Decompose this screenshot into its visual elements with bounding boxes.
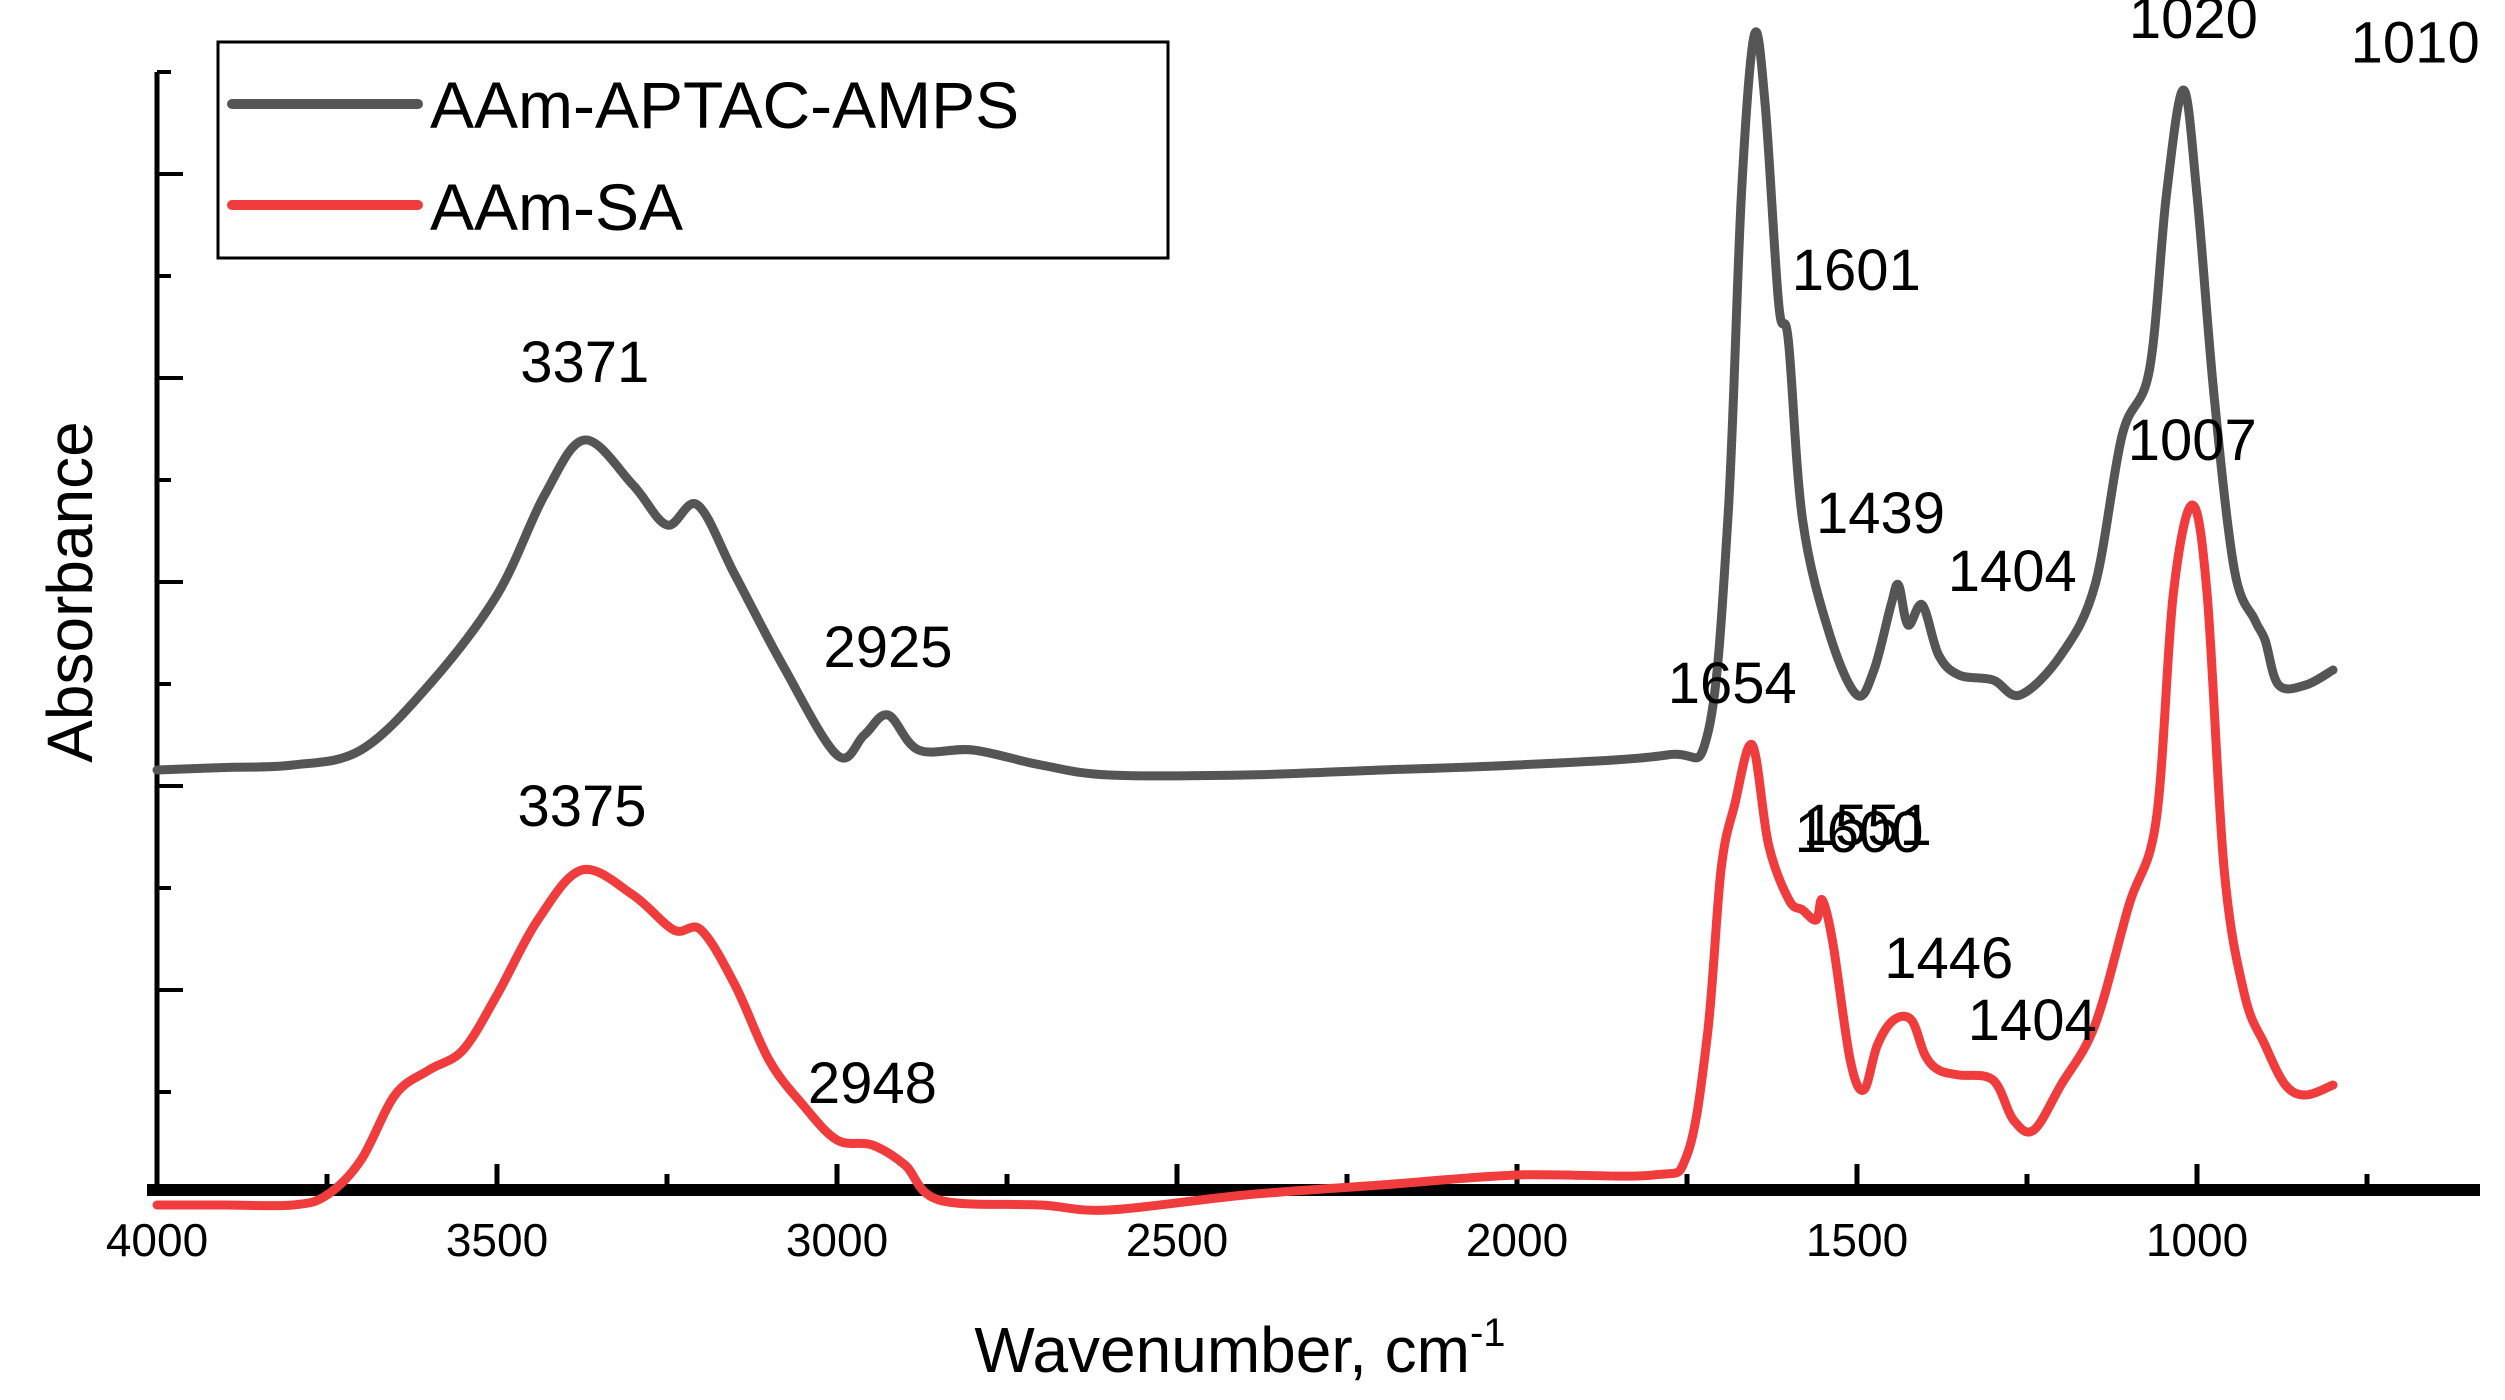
x-tick-label: 3000 (786, 1214, 888, 1266)
x-tick-label: 1000 (2146, 1214, 2248, 1266)
x-axis-tick-labels: 4000 3500 3000 2500 2000 1500 1000 (106, 1214, 2248, 1266)
series-layer (152, 27, 2338, 1215)
peak-label-2925: 2925 (823, 615, 952, 680)
peak-label-1446: 1446 (1884, 926, 2013, 991)
peak-annotations: 3371292516511601143914041020101033752948… (517, 0, 2479, 1116)
peak-label-1020: 1020 (2129, 0, 2258, 51)
series-line-1 (152, 27, 2338, 781)
peak-label-1654: 1654 (1668, 651, 1797, 716)
peak-label-1600: 1600 (1794, 800, 1923, 865)
peak-label-1010: 1010 (2351, 11, 2480, 76)
legend-box (216, 40, 1170, 260)
x-tick-label: 3500 (446, 1214, 548, 1266)
peak-label-3375: 3375 (517, 774, 646, 839)
peak-label-1404: 1404 (1968, 988, 2097, 1053)
x-tick-label: 1500 (1806, 1214, 1908, 1266)
legend-label-series-2: AAm-SA (430, 170, 683, 244)
x-axis-ticks (154, 1164, 2370, 1190)
x-tick-label: 2500 (1126, 1214, 1228, 1266)
y-axis-ticks (157, 70, 183, 1094)
y-axis-title: Absorbance (34, 421, 106, 763)
legend-label-series-1: AAm-APTAC-AMPS (430, 68, 1019, 142)
peak-label-1601: 1601 (1792, 238, 1921, 303)
peak-label-1551: 1551 (1803, 793, 1932, 858)
peak-label-1439: 1439 (1816, 481, 1945, 546)
peak-label-1404: 1404 (1948, 539, 2077, 604)
x-axis-title-text: Wavenumber, cm (974, 1314, 1470, 1386)
peak-label-1007: 1007 (2128, 408, 2257, 473)
peak-label-3371: 3371 (520, 330, 649, 395)
series-line-2 (152, 500, 2338, 1215)
peak-label-2948: 2948 (808, 1051, 937, 1116)
x-tick-label: 4000 (106, 1214, 208, 1266)
x-tick-label: 2000 (1466, 1214, 1568, 1266)
x-axis-title: Wavenumber, cm-1 (974, 1311, 1505, 1386)
legend: AAm-APTAC-AMPS AAm-SA (216, 40, 1170, 260)
x-axis-title-superscript: -1 (1470, 1311, 1506, 1355)
